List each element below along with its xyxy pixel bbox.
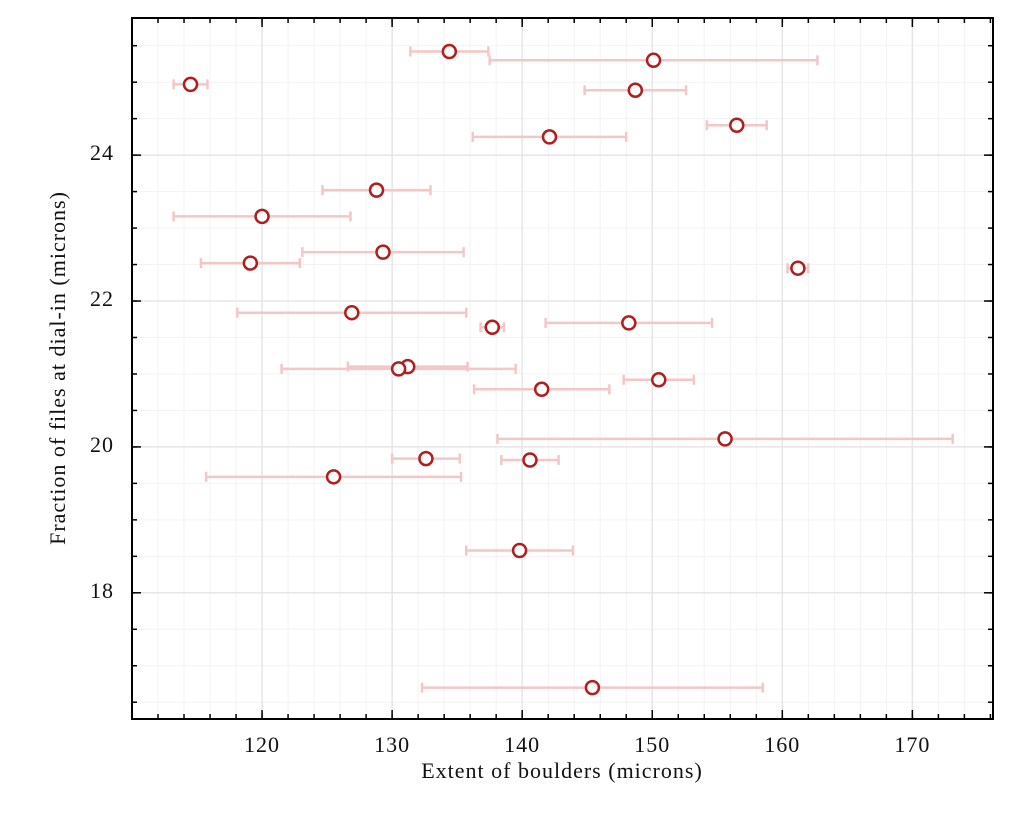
point bbox=[511, 542, 528, 559]
point bbox=[627, 82, 644, 98]
point bbox=[418, 450, 434, 467]
y-tick-label: 18 bbox=[90, 578, 114, 603]
point bbox=[541, 129, 558, 145]
point bbox=[325, 469, 342, 485]
x-axis-label: Extent of boulders (microns) bbox=[421, 758, 703, 783]
point bbox=[533, 381, 550, 398]
x-tick-label: 120 bbox=[244, 732, 280, 757]
point bbox=[621, 315, 637, 331]
point bbox=[484, 319, 501, 336]
point bbox=[375, 244, 391, 260]
y-tick-label: 20 bbox=[90, 432, 114, 457]
x-tick-label: 170 bbox=[894, 732, 930, 757]
point bbox=[645, 52, 662, 69]
y-tick-label: 24 bbox=[90, 140, 114, 165]
point bbox=[650, 372, 667, 388]
point bbox=[390, 361, 407, 377]
point bbox=[584, 679, 601, 696]
point bbox=[729, 117, 745, 133]
x-tick-label: 160 bbox=[764, 732, 800, 757]
plot-frame bbox=[131, 17, 994, 720]
point bbox=[368, 182, 385, 198]
point bbox=[522, 452, 538, 468]
point bbox=[254, 208, 270, 225]
x-tick-label: 150 bbox=[634, 732, 670, 757]
point bbox=[344, 304, 360, 321]
point bbox=[441, 43, 458, 60]
point bbox=[182, 76, 199, 93]
point bbox=[717, 431, 733, 447]
point bbox=[242, 255, 259, 271]
y-tick-label: 22 bbox=[90, 286, 114, 311]
x-tick-label: 140 bbox=[504, 732, 540, 757]
x-tick-label: 130 bbox=[374, 732, 410, 757]
y-axis-label: Fraction of files at dial-in (microns) bbox=[45, 191, 70, 545]
point bbox=[790, 260, 806, 276]
